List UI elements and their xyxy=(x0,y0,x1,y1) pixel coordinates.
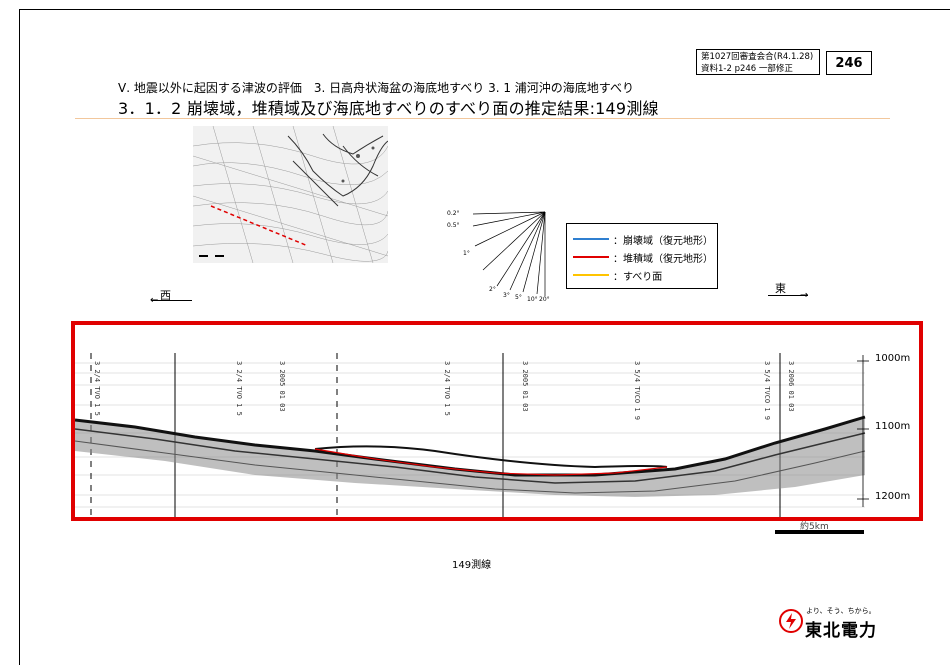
location-map-image xyxy=(193,126,388,263)
direction-east-label: 東 xyxy=(775,282,786,295)
legend-item-slip-surface: ：すべり面 xyxy=(573,268,663,283)
svg-text:3 2006 01 03: 3 2006 01 03 xyxy=(787,361,795,412)
depth-label-1200: 1200m xyxy=(875,491,911,502)
legend: ：崩壊域（復元地形） ：堆積域（復元地形） ：すべり面 xyxy=(566,223,718,289)
fan-label-2: 1° xyxy=(463,250,470,257)
svg-text:3 2005 01 03: 3 2005 01 03 xyxy=(278,361,286,412)
lightning-logo-icon xyxy=(779,609,803,633)
document-reference: 資料1-2 p246 一部修正 xyxy=(701,64,793,74)
fan-label-4: 3° xyxy=(503,292,510,299)
fan-label-1: 0.5° xyxy=(447,222,460,229)
section-title: Ⅴ. 地震以外に起因する津波の評価 3. 日高舟状海盆の海底地すべり 3. 1 … xyxy=(118,81,634,95)
fan-label-7: 20° xyxy=(539,296,550,303)
legend-label: ：すべり面 xyxy=(613,271,663,283)
svg-text:3 5/4 TVCO 1 9: 3 5/4 TVCO 1 9 xyxy=(633,361,641,420)
svg-text:3 2/4 TVO 1 5: 3 2/4 TVO 1 5 xyxy=(443,361,451,416)
east-arrowhead-icon: → xyxy=(800,290,809,301)
legend-label: ：崩壊域（復元地形） xyxy=(613,235,713,247)
depth-label-1100: 1100m xyxy=(875,421,911,432)
fan-label-5: 5° xyxy=(515,294,522,301)
company-logo xyxy=(778,605,888,635)
fan-label-0: 0.2° xyxy=(447,210,460,217)
legend-label: ：堆積域（復元地形） xyxy=(613,253,713,265)
logo-company-name: 東北電力 xyxy=(805,621,877,641)
seismic-profile-image: 3 2/4 TVO 1 5 3 2/4 TVO 1 5 3 2005 01 03… xyxy=(75,325,919,517)
fan-label-6: 10° xyxy=(527,296,538,303)
svg-text:3 2/4 TVO 1 5: 3 2/4 TVO 1 5 xyxy=(235,361,243,416)
scale-bar xyxy=(775,530,864,534)
scale-label: 約5km xyxy=(800,522,829,532)
profile-caption: 149測線 xyxy=(452,560,492,571)
page-title: 3．1．2 崩壊域，堆積域及び海底地すべりのすべり面の推定結果:149測線 xyxy=(118,99,659,118)
slope-angle-fan: 0.2° 0.5° 1° 2° 3° 5° 10° 20° xyxy=(447,210,555,305)
west-arrowhead-icon: ← xyxy=(150,295,159,306)
svg-text:3 2/4 TVO 1 5: 3 2/4 TVO 1 5 xyxy=(93,361,101,416)
depth-label-1000: 1000m xyxy=(875,353,911,364)
title-divider xyxy=(75,118,890,119)
fan-label-3: 2° xyxy=(489,286,496,293)
east-arrow-line xyxy=(768,295,808,296)
svg-text:3 5/4 TVCO 1 9: 3 5/4 TVCO 1 9 xyxy=(763,361,771,420)
legend-item-deposit-zone: ：堆積域（復元地形） xyxy=(573,250,713,265)
direction-west-label: 西 xyxy=(160,289,171,302)
meeting-label: 第1027回審査会合(R4.1.28) xyxy=(701,52,814,62)
meeting-reference-box: 第1027回審査会合(R4.1.28) 資料1-2 p246 一部修正 xyxy=(696,49,820,75)
page-number: 246 xyxy=(826,51,872,75)
legend-swatch-blue xyxy=(573,238,609,240)
legend-item-collapse-zone: ：崩壊域（復元地形） xyxy=(573,232,713,247)
west-arrow-line xyxy=(152,300,192,301)
logo-tagline: より、そう、ちから。 xyxy=(806,607,876,615)
legend-swatch-yellow xyxy=(573,274,609,276)
svg-text:3 2005 01 03: 3 2005 01 03 xyxy=(521,361,529,412)
seismic-profile-frame: 3 2/4 TVO 1 5 3 2/4 TVO 1 5 3 2005 01 03… xyxy=(71,321,923,521)
legend-swatch-red xyxy=(573,256,609,258)
